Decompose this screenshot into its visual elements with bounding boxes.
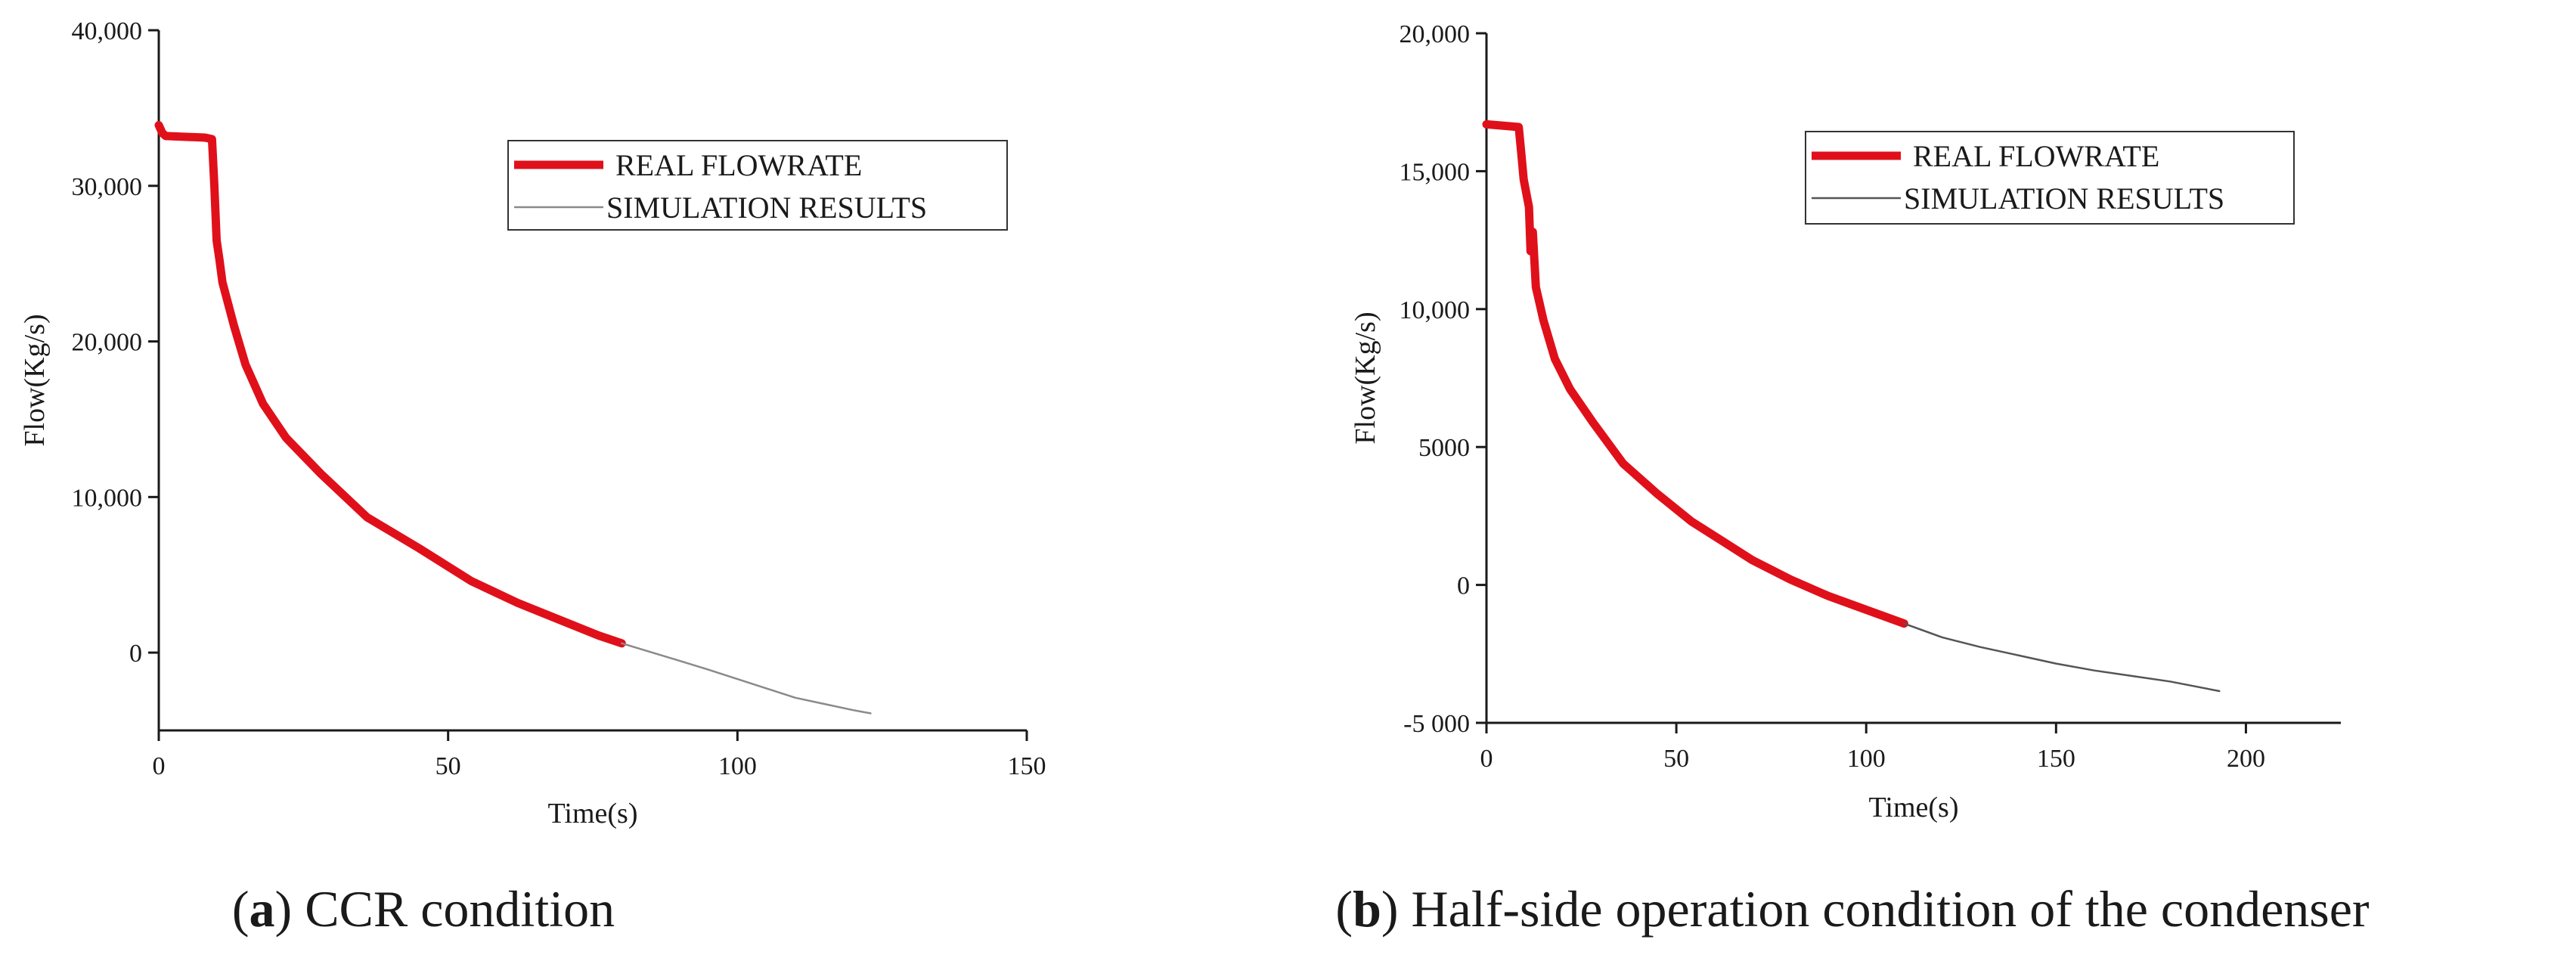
- series-line-simulation-results: [1903, 622, 2221, 693]
- y-axis-title: Flow(Kg/s): [19, 314, 51, 446]
- legend-box: [1805, 131, 2295, 225]
- y-tick-label: 20,000: [1400, 20, 1471, 48]
- y-tick-label: 0: [129, 640, 142, 668]
- caption-a: (a) CCR condition: [232, 880, 615, 938]
- series-line-real-flowrate: [1482, 119, 1908, 628]
- y-tick-label: 10,000: [72, 484, 143, 512]
- x-tick-label: 200: [2227, 745, 2265, 773]
- y-tick-label: 20,000: [72, 329, 143, 357]
- x-tick-label: 150: [2037, 745, 2075, 773]
- x-axis-title: Time(s): [1869, 792, 1959, 823]
- caption-b: (b) Half-side operation condition of the…: [1335, 880, 2370, 938]
- chart-a: 0 50 100 150 0 10,000 20,000 30,000 40,000 Time(s…: [19, 17, 1046, 829]
- x-tick-label: 0: [1480, 745, 1493, 773]
- y-tick-label: 40,000: [72, 17, 143, 45]
- x-tick-label: 100: [718, 752, 757, 780]
- legend-label-real-flowrate: REAL FLOWRATE: [615, 148, 862, 182]
- x-tick-label: 50: [1663, 745, 1689, 773]
- x-tick-label: 150: [1008, 752, 1046, 780]
- y-tick-label: 5000: [1418, 434, 1470, 462]
- x-tick-label: 0: [153, 752, 166, 780]
- y-tick-label: 30,000: [72, 173, 143, 201]
- chart-b: 0 50 100 150 200 -5 000 0 5000 10,000 15,000 20,00…: [1350, 20, 2341, 823]
- y-tick-label: -5 000: [1403, 710, 1470, 738]
- x-tick-label: 50: [436, 752, 461, 780]
- legend-label-real-flowrate: REAL FLOWRATE: [1913, 139, 2159, 173]
- legend-label-simulation-results: SIMULATION RESULTS: [606, 191, 927, 225]
- legend-box: [507, 140, 1008, 231]
- series-line-real-flowrate: [154, 121, 626, 648]
- x-tick-label: 100: [1847, 745, 1886, 773]
- y-tick-label: 15,000: [1400, 158, 1471, 186]
- y-axis-title: Flow(Kg/s): [1350, 312, 1381, 444]
- legend-label-simulation-results: SIMULATION RESULTS: [1904, 181, 2224, 215]
- series-line-simulation-results: [621, 642, 872, 715]
- y-tick-label: 10,000: [1400, 296, 1471, 324]
- x-axis-title: Time(s): [548, 798, 638, 829]
- y-tick-label: 0: [1457, 572, 1470, 600]
